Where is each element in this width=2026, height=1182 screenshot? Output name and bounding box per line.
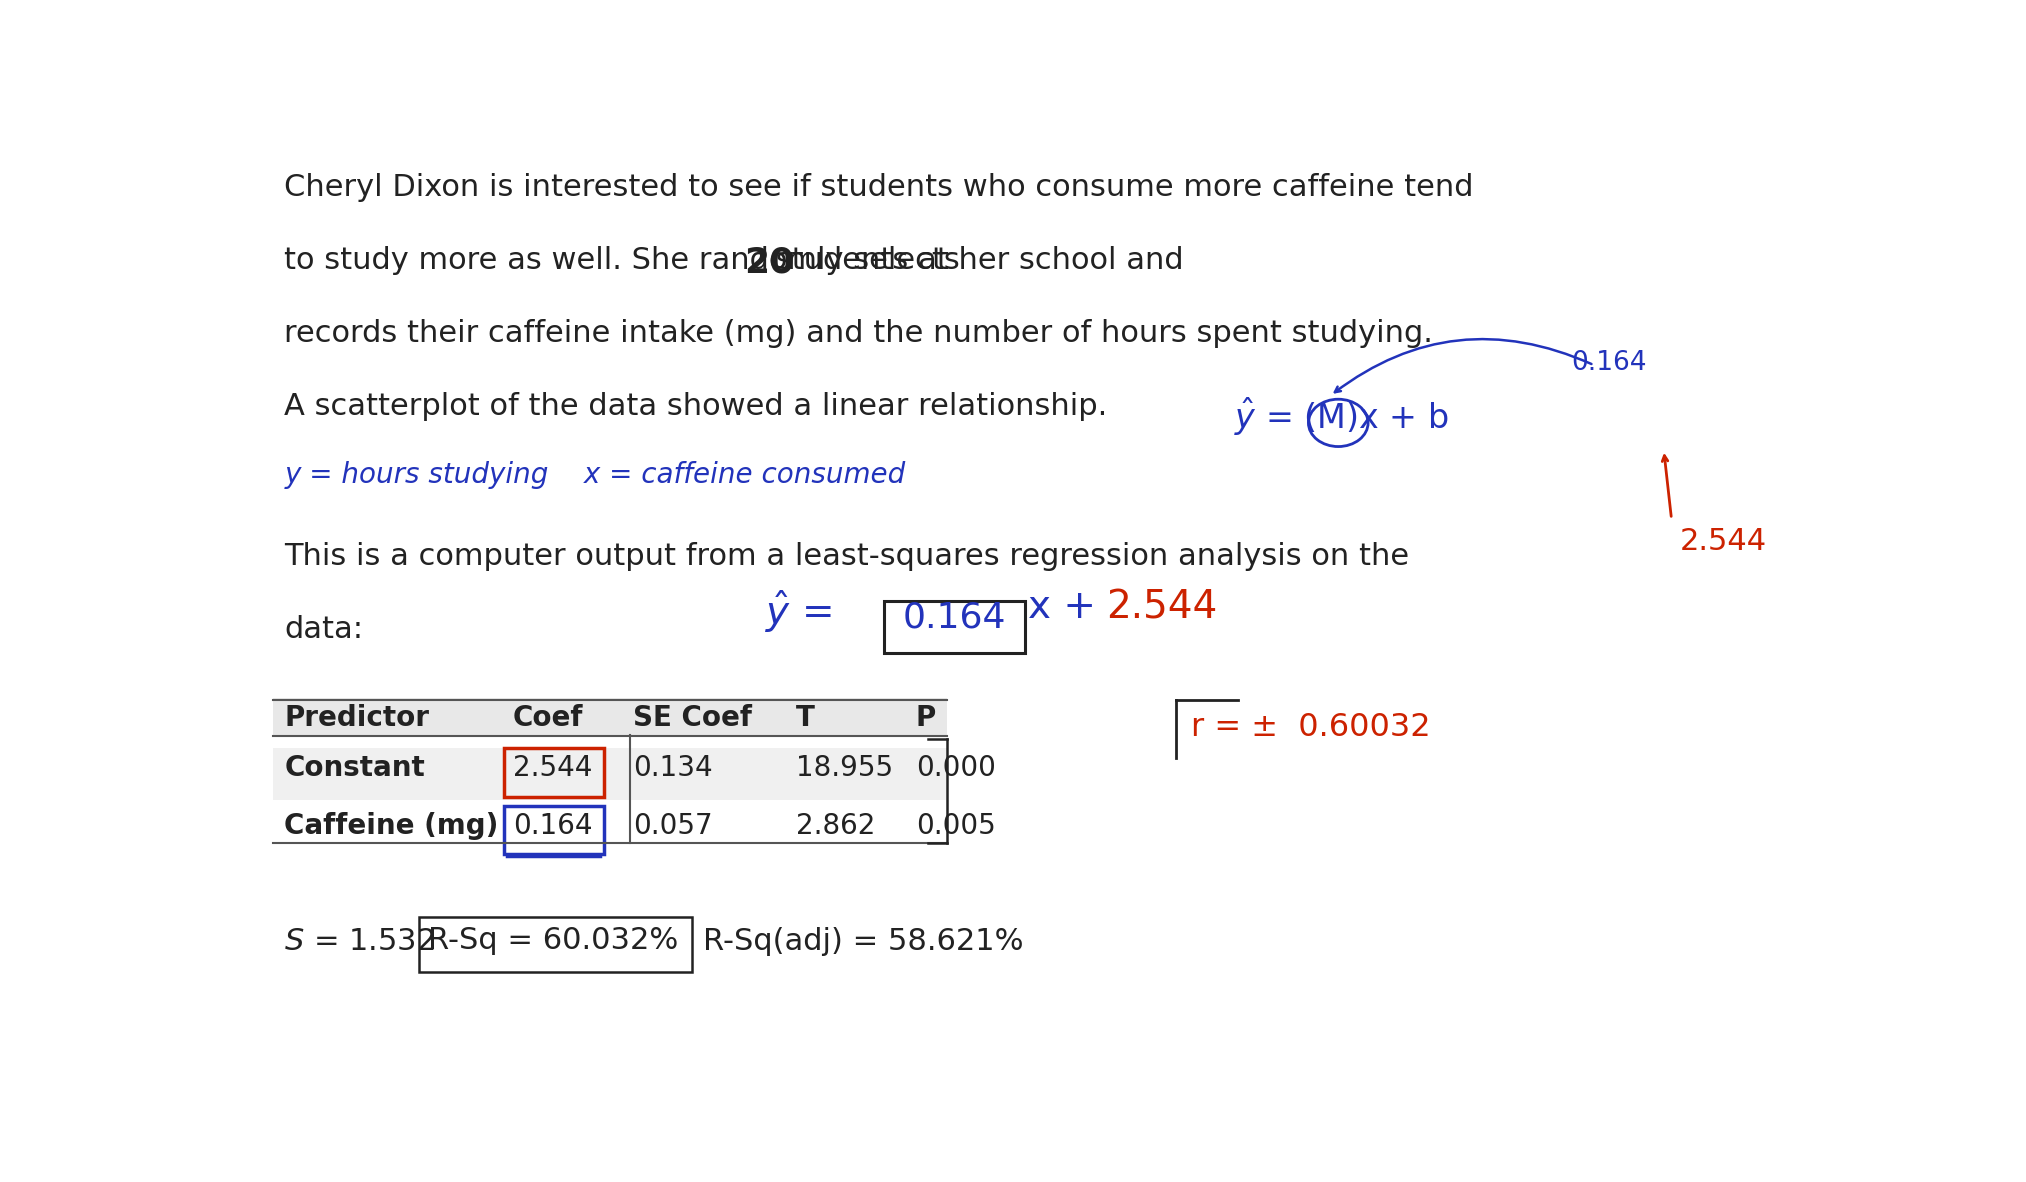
Text: $\hat{y}$ = (M)x + b: $\hat{y}$ = (M)x + b [1234,396,1449,439]
Text: students at her school and: students at her school and [766,246,1183,274]
Text: 20: 20 [746,246,794,280]
Text: R-Sq = 60.032%: R-Sq = 60.032% [427,926,679,955]
Text: data:: data: [284,616,363,644]
Text: 0.164: 0.164 [1570,350,1647,376]
Text: This is a computer output from a least-squares regression analysis on the: This is a computer output from a least-s… [284,543,1410,571]
Text: Cheryl Dixon is interested to see if students who consume more caffeine tend: Cheryl Dixon is interested to see if stu… [284,173,1473,202]
Text: P: P [916,704,936,732]
Text: to study more as well. She randomly selects: to study more as well. She randomly sele… [284,246,970,274]
FancyBboxPatch shape [274,697,946,735]
Text: 2.544: 2.544 [513,754,592,782]
Text: 0.005: 0.005 [916,812,995,839]
Text: 0.057: 0.057 [632,812,713,839]
FancyBboxPatch shape [274,748,946,800]
Text: 2.544: 2.544 [1680,527,1767,556]
Text: r = ±  0.60032: r = ± 0.60032 [1191,712,1430,742]
Text: $S$ = 1.532: $S$ = 1.532 [284,927,436,956]
Text: SE Coef: SE Coef [632,704,752,732]
Text: Caffeine (mg): Caffeine (mg) [284,812,498,839]
Text: 0.164: 0.164 [513,812,592,839]
Text: 0.134: 0.134 [632,754,713,782]
Text: A scatterplot of the data showed a linear relationship.: A scatterplot of the data showed a linea… [284,392,1108,421]
Text: x +: x + [1029,589,1108,626]
FancyBboxPatch shape [883,602,1025,652]
Text: Constant: Constant [284,754,425,782]
Text: 2.862: 2.862 [796,812,875,839]
Text: 18.955: 18.955 [796,754,893,782]
Text: $\hat{y}$ =: $\hat{y}$ = [764,589,835,635]
FancyBboxPatch shape [274,806,946,858]
Text: 2.544: 2.544 [1106,589,1218,626]
Text: 0.164: 0.164 [904,600,1007,635]
Text: y = hours studying    x = caffeine consumed: y = hours studying x = caffeine consumed [284,461,906,489]
Text: Predictor: Predictor [284,704,430,732]
Text: T: T [796,704,814,732]
Text: records their caffeine intake (mg) and the number of hours spent studying.: records their caffeine intake (mg) and t… [284,319,1432,348]
Text: 0.000: 0.000 [916,754,995,782]
Text: Coef: Coef [513,704,583,732]
Text: R-Sq(adj) = 58.621%: R-Sq(adj) = 58.621% [703,927,1023,956]
